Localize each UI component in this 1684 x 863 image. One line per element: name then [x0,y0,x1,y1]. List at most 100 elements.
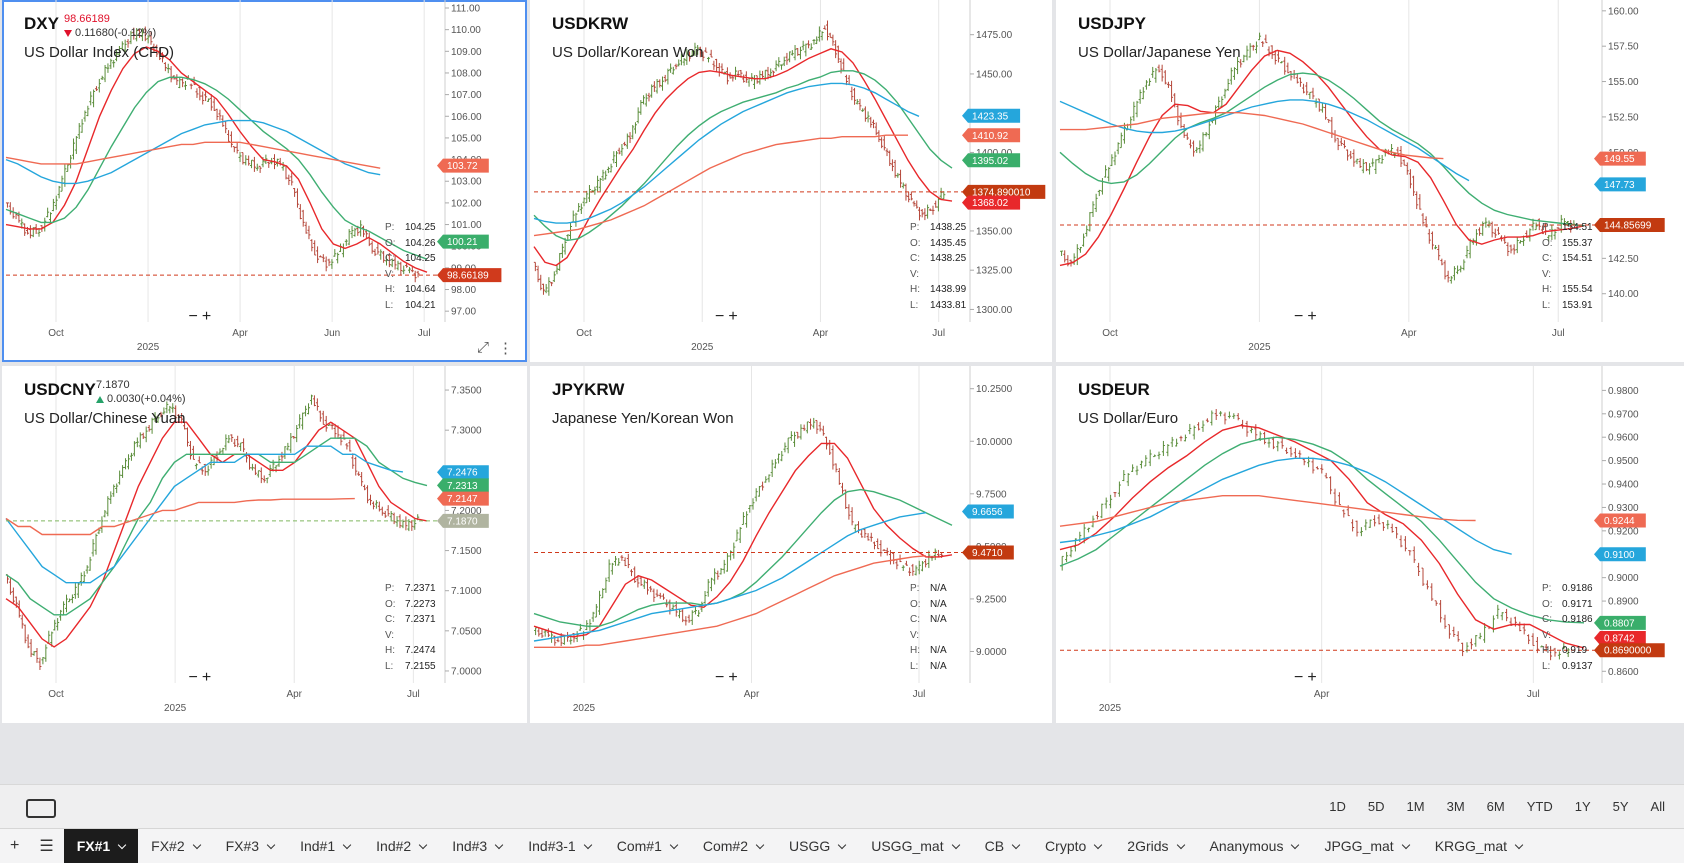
moving-average-line-1 [1059,436,1585,624]
more-menu-icon[interactable]: ⋮ [498,340,513,357]
y-tick-label: 1325.00 [976,266,1013,277]
expand-icon[interactable]: ⤢ [476,339,489,356]
keyboard-icon[interactable] [26,799,56,818]
chevron-down-icon[interactable] [583,840,592,850]
range-1m[interactable]: 1M [1406,799,1425,814]
price-change: 0.11680(-0.12%) [64,27,156,39]
tab-jpgg-mat[interactable]: JPGG_mat [1311,829,1421,863]
chart-panel-jpykrw[interactable]: 10.250010.00009.75009.50009.25009.000020… [530,366,1052,723]
range-selector: 1D 5D 1M 3M 6M YTD 1Y 5Y All [1318,799,1676,814]
range-5d[interactable]: 5D [1367,799,1385,814]
range-3m[interactable]: 3M [1446,799,1465,814]
tab-ind-3-1[interactable]: Ind#3-1 [515,829,603,863]
ohlc-key: O: [385,598,396,610]
chart-panel-dxy[interactable]: 111.00 110.00 109.00 108.00 107.00 106.00 105.… [2,0,527,362]
ohlc-row: L: 7.2155 [385,661,436,677]
x-tick-label: 2025 [1099,703,1122,714]
zoom-out-button[interactable]: − [188,669,198,686]
range-1d[interactable]: 1D [1329,799,1346,814]
chevron-down-icon[interactable] [192,840,201,850]
zoom-out-button[interactable]: − [1294,308,1304,325]
add-tab-button[interactable]: + [10,837,20,854]
chevron-down-icon[interactable] [1401,840,1410,850]
tab-2grids[interactable]: 2Grids [1114,829,1196,863]
y-tick-label: 0.9800 [1608,386,1639,397]
tab-fx-3[interactable]: FX#3 [213,829,287,863]
tab-crypto[interactable]: Crypto [1032,829,1114,863]
price-tag: 1374.890010 [962,184,1046,199]
tab-cb[interactable]: CB [972,829,1032,863]
y-tick-label: 1450.00 [976,69,1013,80]
chevron-down-icon[interactable] [1011,840,1021,850]
chevron-down-icon[interactable] [1514,840,1524,850]
y-tick-label: 9.7500 [976,489,1007,500]
tab-ananymous[interactable]: Ananymous [1197,829,1312,863]
tab-usgg[interactable]: USGG [776,829,858,863]
price-tag-label: 0.8807 [1604,618,1635,629]
chevron-down-icon[interactable] [418,840,428,850]
ohlc-row: L: N/A [910,661,947,677]
instrument-name: US Dollar Index (CFD) [24,44,175,61]
zoom-in-button[interactable]: + [728,308,738,325]
tab-label: CB [984,838,1005,854]
moving-average-line-1 [5,437,428,616]
y-tick-label: 97.00 [451,307,476,318]
chart-panel-usdkrw[interactable]: 1475.001450.001425.001400.001375.001350.… [530,0,1052,362]
tab-label: JPGG_mat [1324,838,1394,854]
zoom-in-button[interactable]: + [201,669,212,686]
zoom-controls: − + [1294,669,1317,687]
chevron-down-icon[interactable] [1094,840,1103,850]
chevron-down-icon[interactable] [494,840,504,850]
last-price: 98.66189 [64,13,110,25]
ohlc-value: 153.91 [1562,299,1593,311]
zoom-in-button[interactable]: + [201,308,212,325]
instrument-name: US Dollar/Euro [1078,410,1179,427]
chevron-down-icon[interactable] [342,840,352,850]
zoom-out-button[interactable]: − [188,308,198,325]
range-all[interactable]: All [1650,799,1665,814]
zoom-in-button[interactable]: + [728,669,738,686]
ohlc-row: H: N/A [910,645,947,661]
chevron-down-icon[interactable] [117,840,127,850]
x-tick-label: Oct [48,689,64,700]
range-6m[interactable]: 6M [1486,799,1505,814]
price-tag-shape [437,465,489,480]
chart-panel-usdjpy[interactable]: 160.00157.50155.00152.50150.00147.50145.… [1056,0,1684,362]
chevron-down-icon[interactable] [669,840,679,850]
range-ytd[interactable]: YTD [1526,799,1553,814]
ohlc-row: L: 104.21 [385,300,436,316]
y-tick-label: 160.00 [1608,6,1639,17]
ohlc-value: N/A [930,583,947,594]
list-icon[interactable]: ☰ [39,838,54,855]
tab-ind-1[interactable]: Ind#1 [287,829,363,863]
tab-fx-2[interactable]: FX#2 [138,829,212,863]
tab-fx-1[interactable]: FX#1 [63,829,139,863]
tab-com-2[interactable]: Com#2 [690,829,776,863]
chevron-down-icon[interactable] [266,840,276,850]
zoom-out-button[interactable]: − [1294,669,1304,686]
price-tag-shape [962,545,1014,560]
y-tick-label: 142.50 [1608,254,1639,265]
tab-com-1[interactable]: Com#1 [604,829,690,863]
zoom-in-button[interactable]: + [1307,308,1317,325]
chevron-down-icon[interactable] [951,840,960,850]
tab-usgg-mat[interactable]: USGG_mat [858,829,971,863]
price-tag-label: 1423.35 [972,111,1009,122]
ohlc-readout: P: 7.2371 O: 7.2273 C: 7.2371 V: H: 7.2474 L: 7.21… [385,583,436,676]
x-tick-label: Jul [407,689,420,700]
chart-panel-usdeur[interactable]: 0.9800 0.9700 0.9600 0.9500 0.9400 0.9300 0.92… [1056,366,1684,723]
ohlc-row: C: 7.2371 [385,614,436,630]
chart-panel-usdcny[interactable]: 7.35007.30007.25007.20007.15007.10007.05… [2,366,527,723]
zoom-out-button[interactable]: − [715,308,725,325]
chevron-down-icon[interactable] [1291,840,1300,850]
chevron-down-icon[interactable] [837,840,847,850]
zoom-out-button[interactable]: − [715,669,725,686]
range-5y[interactable]: 5Y [1612,799,1629,814]
tab-ind-2[interactable]: Ind#2 [363,829,439,863]
range-1y[interactable]: 1Y [1574,799,1591,814]
tab-ind-3[interactable]: Ind#3 [439,829,515,863]
chevron-down-icon[interactable] [1176,840,1185,850]
tab-krgg-mat[interactable]: KRGG_mat [1422,829,1535,863]
zoom-in-button[interactable]: + [1307,669,1317,686]
chevron-down-icon[interactable] [755,840,765,850]
